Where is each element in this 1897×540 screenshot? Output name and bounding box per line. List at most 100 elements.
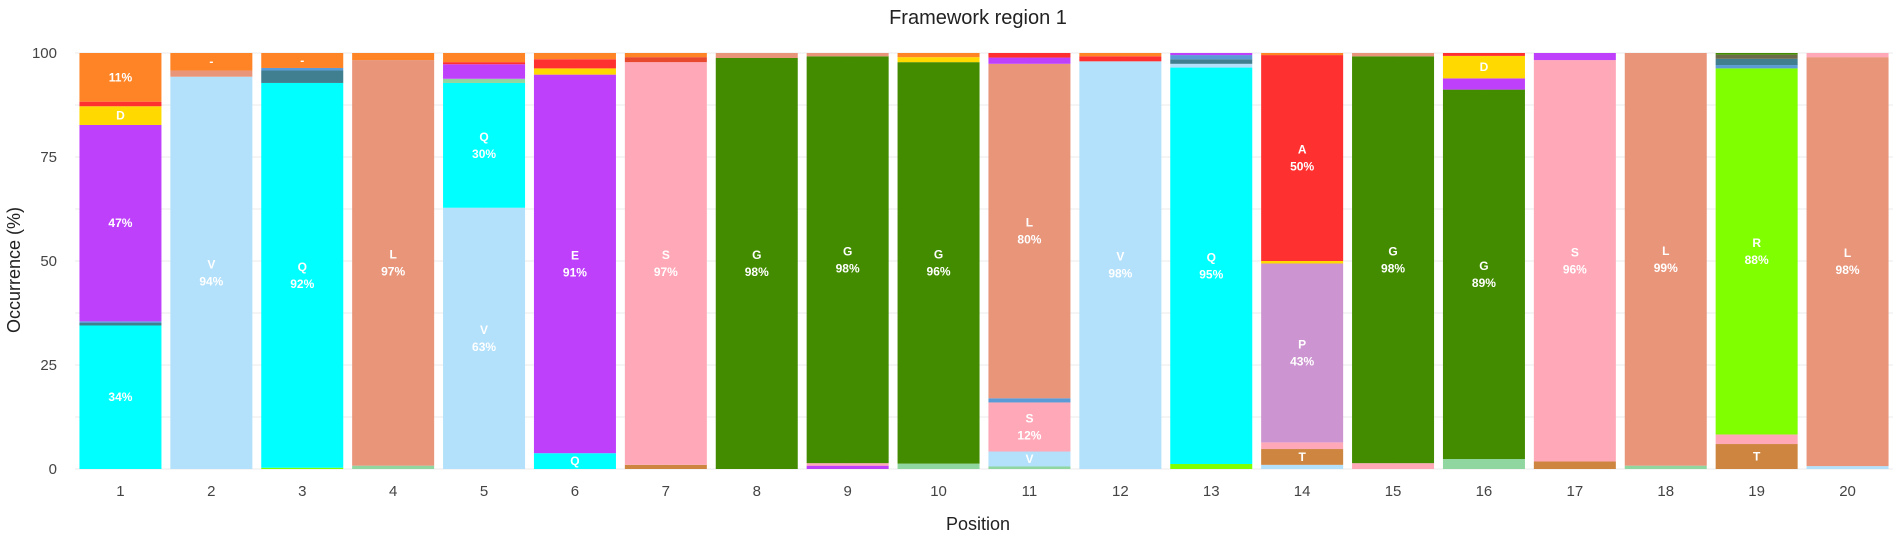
bar-segment-8-G <box>716 58 798 469</box>
bar-segment-5-V <box>443 208 525 469</box>
bar-segment-15-S <box>1352 463 1434 469</box>
bar-segment-11-S <box>988 402 1070 451</box>
bar-segment-10-I <box>898 464 980 469</box>
data-label: 98% <box>745 265 769 279</box>
bar-segment-1-A <box>79 102 161 107</box>
bar-segment-6-A <box>534 59 616 68</box>
x-tick-label: 1 <box>116 483 124 500</box>
x-tick-label: 14 <box>1294 483 1311 500</box>
bar-segment-18-I <box>1625 466 1707 469</box>
bar-segment-14-D <box>1261 261 1343 263</box>
data-label: P <box>1298 337 1306 351</box>
data-label: R <box>1752 236 1761 250</box>
data-label: - <box>300 53 304 67</box>
bar-segment-17-T <box>1534 462 1616 469</box>
bar-segment-4-gap <box>352 53 434 60</box>
data-label: 98% <box>1108 267 1132 281</box>
data-label: L <box>1662 244 1669 258</box>
bar-segment-9-G <box>807 56 889 463</box>
x-tick-label: 2 <box>207 483 215 500</box>
x-tick-label: 11 <box>1022 483 1038 500</box>
data-label: V <box>480 323 488 337</box>
bar-segment-2-V <box>170 77 252 469</box>
data-label: 34% <box>108 390 132 404</box>
bar-segment-15-L <box>1352 53 1434 56</box>
data-label: S <box>662 248 670 262</box>
data-label: G <box>752 248 761 262</box>
data-label: E <box>571 248 579 262</box>
bar-segment-19-G <box>1716 53 1798 55</box>
bar-segment-13-F <box>1170 59 1252 64</box>
bar-segment-19-R <box>1716 68 1798 434</box>
data-label: 91% <box>563 265 587 279</box>
bar-segment-4-I <box>352 466 434 469</box>
bar-segment-10-G <box>898 62 980 463</box>
y-tick-label: 75 <box>40 149 57 166</box>
bar-segment-7-S <box>625 62 707 465</box>
data-label: 95% <box>1199 267 1223 281</box>
data-label: 94% <box>199 274 223 288</box>
bar-segment-14-V <box>1261 465 1343 469</box>
y-tick-label: 25 <box>40 357 57 374</box>
bar-segment-6-D <box>534 68 616 74</box>
bar-segment-14-S <box>1261 442 1343 449</box>
x-tick-label: 6 <box>571 483 579 500</box>
bar-segment-5-I <box>443 79 525 83</box>
bar-segment-7-T <box>625 465 707 469</box>
bar-segment-13-E <box>1170 53 1252 55</box>
bar-segment-16-E <box>1443 78 1525 89</box>
x-tick-label: 16 <box>1476 483 1493 500</box>
x-tick-label: 15 <box>1385 483 1402 500</box>
y-tick-label: 50 <box>40 253 57 270</box>
bar-segment-13-Q <box>1170 68 1252 464</box>
bar-segment-20-S <box>1807 53 1889 57</box>
data-label: 47% <box>108 216 132 230</box>
data-label: Q <box>298 260 307 274</box>
bar-segment-11-A <box>988 53 1070 58</box>
bar-segment-10-gap <box>898 53 980 57</box>
data-label: L <box>389 247 396 261</box>
data-label: D <box>1480 60 1489 74</box>
x-tick-label: 4 <box>389 483 397 500</box>
data-label: G <box>1388 244 1397 258</box>
data-label: 30% <box>472 147 496 161</box>
bar-segment-14-P <box>1261 263 1343 442</box>
data-label: 97% <box>381 264 405 278</box>
data-label: 88% <box>1745 253 1769 267</box>
bar-segment-16-G <box>1443 90 1525 459</box>
x-tick-label: 3 <box>298 483 306 500</box>
data-label: V <box>1025 452 1033 466</box>
bar-segment-15-G <box>1352 56 1434 463</box>
data-label: 98% <box>836 261 860 275</box>
bar-segment-17-E <box>1534 53 1616 60</box>
bar-segment-19-Y <box>1716 55 1798 59</box>
data-label: 63% <box>472 340 496 354</box>
data-label: G <box>843 244 852 258</box>
data-label: L <box>1844 246 1851 260</box>
data-label: Q <box>479 130 488 144</box>
chart-title: Framework region 1 <box>889 7 1067 29</box>
data-label: 97% <box>654 265 678 279</box>
bar-segment-14-gap <box>1261 53 1343 55</box>
data-label: A <box>1298 143 1307 157</box>
bar-segment-9-S <box>807 463 889 465</box>
data-label: S <box>1571 245 1579 259</box>
bar-segment-6-gap <box>534 53 616 59</box>
data-label: 98% <box>1836 263 1860 277</box>
x-tick-label: 17 <box>1567 483 1584 500</box>
data-label: - <box>209 55 213 69</box>
bar-segment-4-L <box>352 60 434 466</box>
data-label: 96% <box>1563 262 1587 276</box>
bar-segment-13-V <box>1170 64 1252 68</box>
y-tick-label: 100 <box>32 45 57 62</box>
bar-segment-5-gap <box>443 53 525 62</box>
bar-segment-3-Q <box>261 83 343 468</box>
bar-segment-16-A <box>1443 53 1525 56</box>
bar-segment-2-L <box>170 70 252 76</box>
x-tick-label: 8 <box>753 483 761 500</box>
bar-segment-19-M <box>1716 65 1798 68</box>
bar-segment-11-I <box>988 467 1070 469</box>
bar-segment-3-M <box>261 68 343 70</box>
bar-segment-11-E <box>988 58 1070 64</box>
data-label: 43% <box>1290 354 1314 368</box>
